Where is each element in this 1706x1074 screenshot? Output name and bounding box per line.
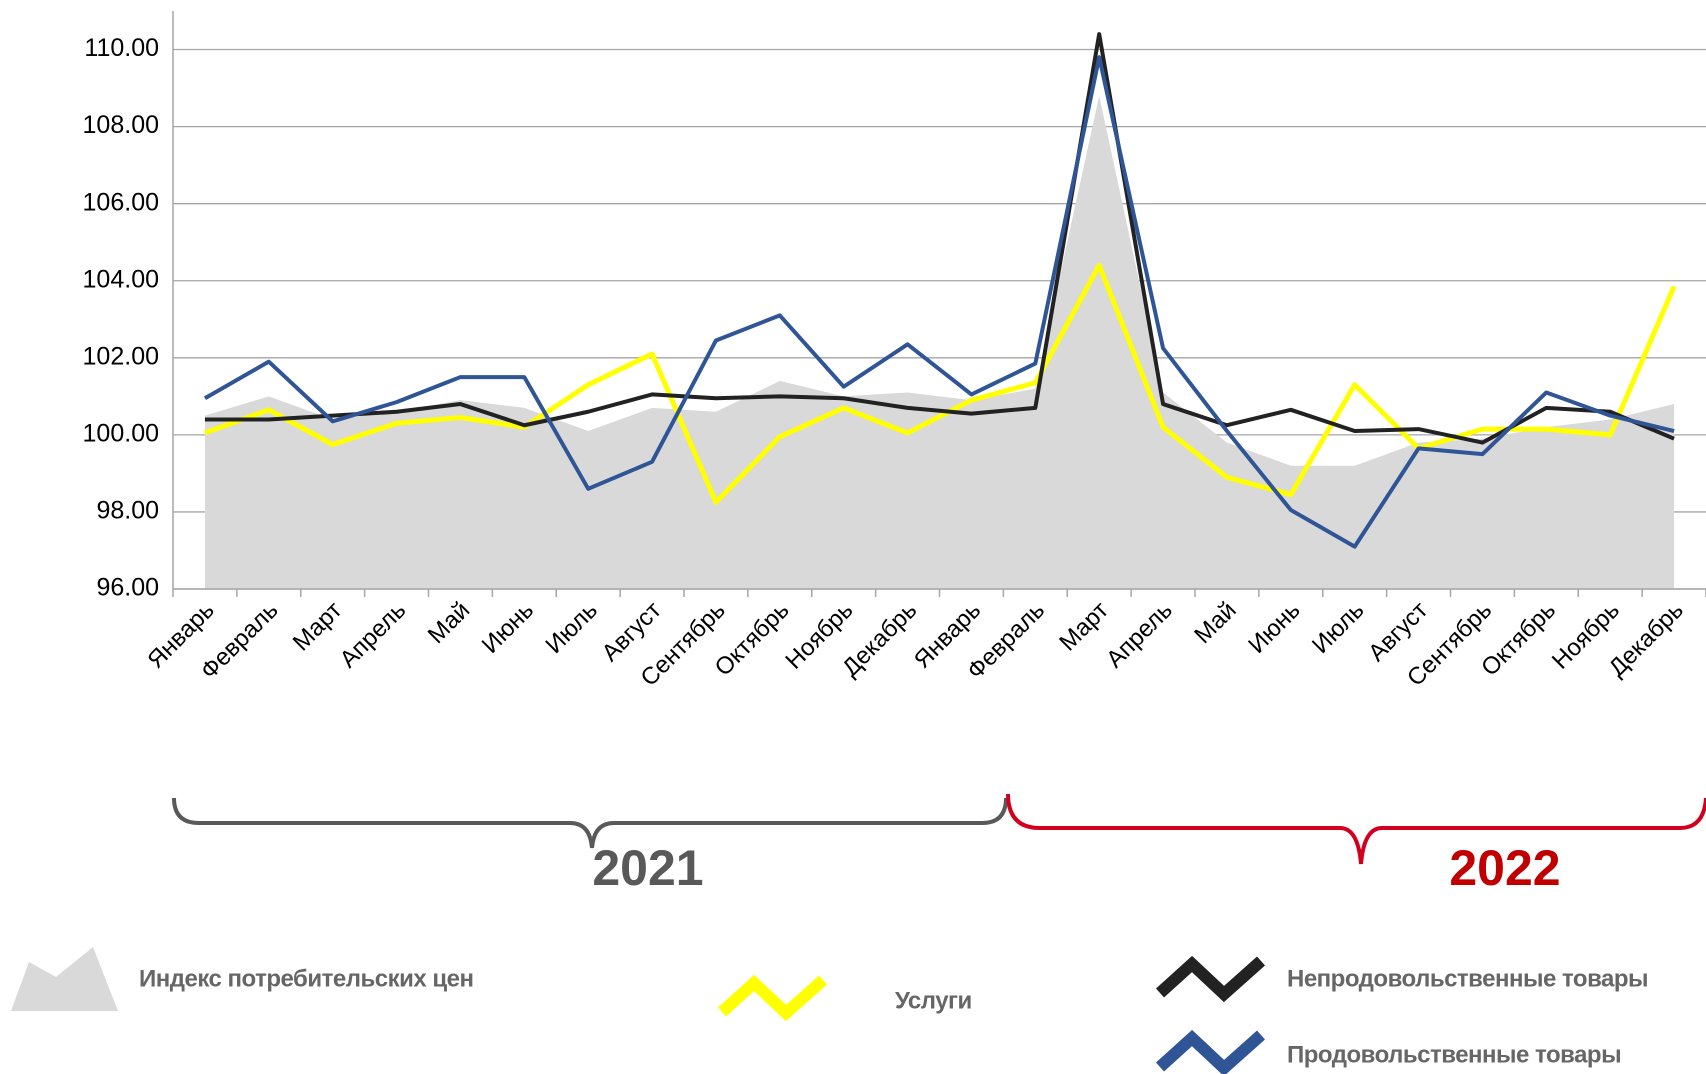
y-tick-label: 108.00 bbox=[83, 111, 159, 139]
y-tick-label: 98.00 bbox=[96, 497, 159, 525]
year-label: 2022 bbox=[1449, 840, 1560, 896]
x-tick-label: Июль bbox=[1307, 597, 1369, 659]
y-tick-label: 104.00 bbox=[83, 265, 159, 293]
bracket-2021 bbox=[172, 797, 1008, 849]
x-tick-label: Июнь bbox=[477, 597, 539, 659]
legend-icon bbox=[1155, 955, 1265, 1003]
x-tick-label: Март bbox=[288, 597, 348, 657]
x-tick-label: Июль bbox=[541, 597, 603, 659]
x-tick-label: Май bbox=[1189, 597, 1241, 649]
line bbox=[204, 262, 1677, 505]
legend-label: Услуги bbox=[895, 987, 972, 1014]
x-tick-label: Апрель bbox=[1101, 597, 1178, 674]
legend-icon bbox=[1155, 1029, 1265, 1074]
y-tick-label: 106.00 bbox=[83, 188, 159, 216]
legend-icon bbox=[717, 974, 827, 1022]
area bbox=[204, 95, 1675, 590]
year-label: 2021 bbox=[592, 840, 703, 896]
legend-label: Продовольственные товары bbox=[1287, 1041, 1621, 1068]
x-tick-label: Апрель bbox=[335, 597, 412, 674]
legend-label: Индекс потребительских цен bbox=[139, 965, 473, 992]
y-tick-label: 100.00 bbox=[83, 419, 159, 447]
y-tick-label: 110.00 bbox=[84, 34, 159, 62]
x-tick-label: Июнь bbox=[1243, 597, 1305, 659]
legend-icon bbox=[11, 947, 118, 1011]
y-tick-label: 96.00 bbox=[96, 574, 159, 602]
x-tick-label: Март bbox=[1054, 597, 1114, 657]
line bbox=[203, 55, 1675, 549]
x-tick-label: Май bbox=[423, 597, 475, 649]
line bbox=[204, 32, 1675, 445]
bracket-2022 bbox=[1006, 793, 1706, 865]
y-tick-label: 102.00 bbox=[83, 342, 159, 370]
legend-label: Непродовольственные товары bbox=[1287, 965, 1648, 992]
